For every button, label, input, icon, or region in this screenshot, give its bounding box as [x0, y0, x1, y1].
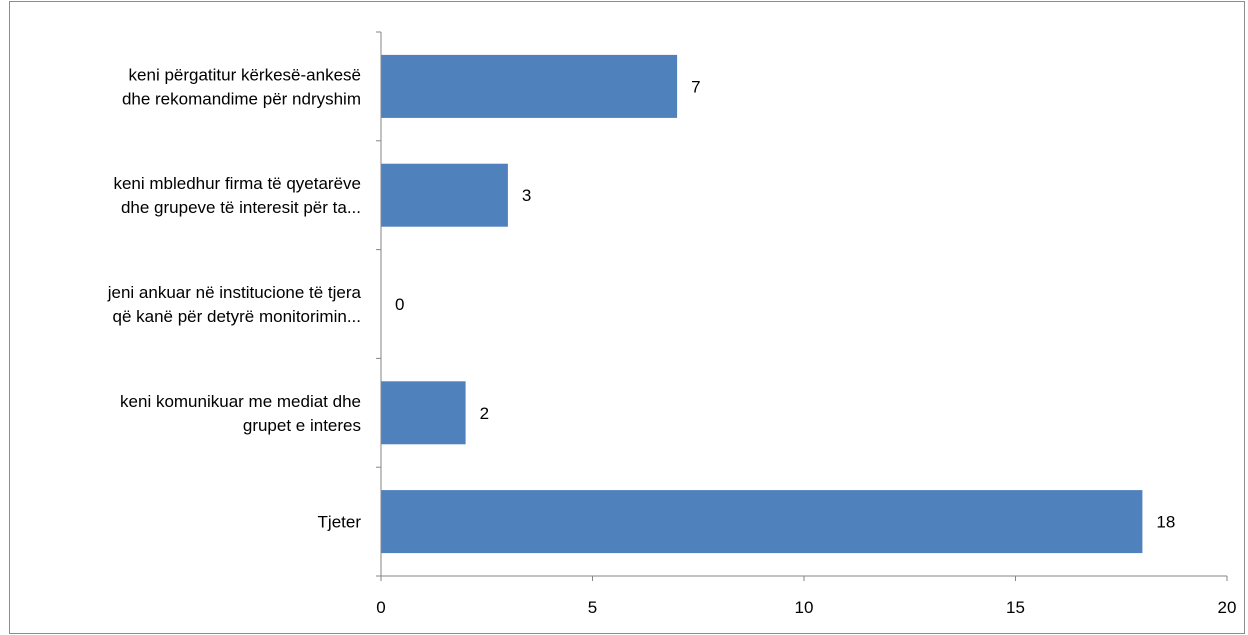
- bar-3: [381, 381, 466, 445]
- category-label-3-line-1: grupet e interes: [243, 416, 361, 435]
- x-tick-label-4: 20: [1218, 598, 1237, 617]
- category-label-2-line-1: që kanë për detyrë monitorimin...: [112, 307, 361, 326]
- x-tick-label-0: 0: [376, 598, 385, 617]
- bar-1: [381, 163, 508, 227]
- category-label-2-line-0: jeni ankuar në institucione të tjera: [107, 283, 362, 302]
- bar-4: [381, 490, 1143, 554]
- data-label-4: 18: [1156, 513, 1175, 532]
- category-label-3-line-0: keni komunikuar me mediat dhe: [120, 392, 361, 411]
- data-label-3: 2: [480, 404, 489, 423]
- data-label-0: 7: [691, 77, 700, 96]
- category-label-0-line-0: keni përgatitur kërkesë-ankesë: [129, 65, 361, 84]
- bar-0: [381, 54, 678, 118]
- data-label-1: 3: [522, 186, 531, 205]
- category-label-1-line-1: dhe grupeve të interesit për ta...: [121, 198, 361, 217]
- category-label-0-line-1: dhe rekomandime për ndryshim: [122, 89, 361, 108]
- x-tick-label-1: 5: [588, 598, 597, 617]
- x-tick-label-3: 15: [1006, 598, 1025, 617]
- labels-group: 7 keni përgatitur kërkesë-ankesë dhe rekom…: [107, 65, 1237, 617]
- data-label-2: 0: [395, 295, 404, 314]
- axes-group: [376, 31, 1228, 581]
- bars-group: [381, 54, 1143, 554]
- category-label-4-line-0: Tjeter: [318, 513, 362, 532]
- category-label-1-line-0: keni mbledhur firma të qyetarëve: [113, 174, 361, 193]
- x-tick-label-2: 10: [795, 598, 814, 617]
